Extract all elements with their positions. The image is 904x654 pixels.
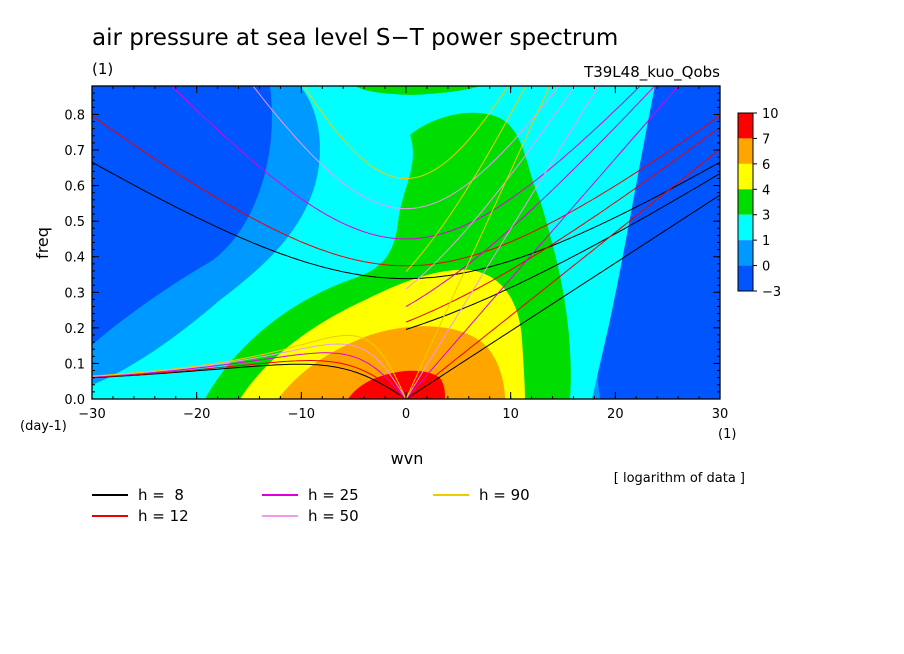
- rossby-curve: [92, 334, 407, 399]
- legend-label: h = 12: [138, 507, 189, 525]
- rossby-curve: [92, 360, 407, 399]
- x-tick-label: 0: [402, 407, 410, 422]
- inertia-gravity-curve: [92, 115, 720, 267]
- colorbar-label: 0: [762, 260, 770, 275]
- eastward-mrg-curve: [405, 86, 576, 290]
- legend-label: h = 25: [308, 486, 359, 504]
- legend-label: h = 50: [308, 507, 359, 525]
- kelvin-curve: [405, 86, 551, 399]
- eastward-mrg-curve: [405, 86, 656, 308]
- contour-level-3-top: [355, 86, 480, 95]
- colorbar-label: 4: [762, 183, 770, 198]
- eastward-mrg-curve: [405, 126, 720, 323]
- legend-label: h = 90: [479, 486, 530, 504]
- colorbar-label: 7: [762, 132, 770, 147]
- contour-level-6: [278, 326, 505, 399]
- kelvin-curve: [405, 86, 680, 399]
- inertia-gravity-curve: [92, 161, 720, 280]
- x-tick-label: 30: [712, 407, 729, 422]
- x-tick-label: −20: [183, 407, 210, 422]
- colorbar-label: 3: [762, 209, 770, 224]
- x-axis-ticks: −30 −20 −10 0 10 20 30: [78, 86, 728, 422]
- y-tick-label: 0.8: [64, 108, 85, 123]
- x-tick-label: 20: [607, 407, 624, 422]
- colorbar-swatch: [738, 138, 753, 164]
- y-tick-label: 0.0: [64, 393, 85, 408]
- y-tick-label: 0.4: [64, 251, 85, 266]
- y-tick-label: 0.5: [64, 215, 85, 230]
- colorbar-swatch: [738, 214, 753, 241]
- chart-subtitle-left: (1): [92, 60, 113, 78]
- y-tick-label: 0.2: [64, 322, 85, 337]
- x-tick-label: −10: [288, 407, 315, 422]
- y-tick-label: 0.3: [64, 286, 85, 301]
- x-axis-label: wvn: [391, 449, 424, 468]
- colorbar-swatch: [738, 240, 753, 266]
- y-tick-label: 0.6: [64, 180, 85, 195]
- x-tick-label: 10: [502, 407, 519, 422]
- spectrum-contours: [92, 86, 720, 399]
- chart-title: air pressure at sea level S−T power spec…: [92, 25, 618, 51]
- colorbar-label: 1: [762, 234, 770, 249]
- data-note: [ logarithm of data ]: [614, 471, 745, 486]
- x-tick-label: −30: [78, 407, 105, 422]
- legend-label: h = 8: [138, 486, 184, 504]
- y-axis-label: freq: [33, 227, 52, 259]
- colorbar-swatch: [738, 189, 753, 215]
- colorbar-label: −3: [762, 285, 781, 300]
- rossby-curve: [92, 363, 407, 399]
- inertia-gravity-curve: [252, 86, 560, 210]
- inertia-gravity-curve: [171, 86, 641, 240]
- colorbar-frame: [737, 112, 754, 292]
- kelvin-curve: [405, 148, 720, 399]
- y-axis-unit: (day-1): [20, 419, 67, 434]
- y-tick-label: 0.1: [64, 357, 85, 372]
- colorbar-swatch: [738, 265, 753, 291]
- y-tick-label: 0.7: [64, 144, 85, 159]
- contour-level-7: [348, 370, 445, 399]
- colorbar-label: 6: [762, 158, 770, 173]
- kelvin-curve: [405, 194, 720, 399]
- kelvin-curve: [405, 86, 600, 399]
- dispersion-curves: [92, 86, 720, 399]
- colorbar-label: 10: [762, 107, 779, 122]
- colorbar-swatch: [738, 113, 753, 139]
- eastward-mrg-curve: [405, 173, 720, 330]
- y-axis-ticks: 0.0 0.1 0.2 0.3 0.4 0.5 0.6 0.7 0.8: [64, 92, 720, 408]
- legend: h = 8 h = 12 h = 25 h = 50 h = 90: [92, 486, 530, 525]
- colorbar-swatch: [738, 163, 753, 190]
- eastward-mrg-curve: [405, 86, 527, 273]
- rossby-curve: [92, 352, 407, 399]
- x-axis-unit: (1): [718, 427, 736, 442]
- chart-subtitle-right: T39L48_kuo_Qobs: [583, 63, 720, 82]
- inertia-gravity-curve: [303, 86, 509, 180]
